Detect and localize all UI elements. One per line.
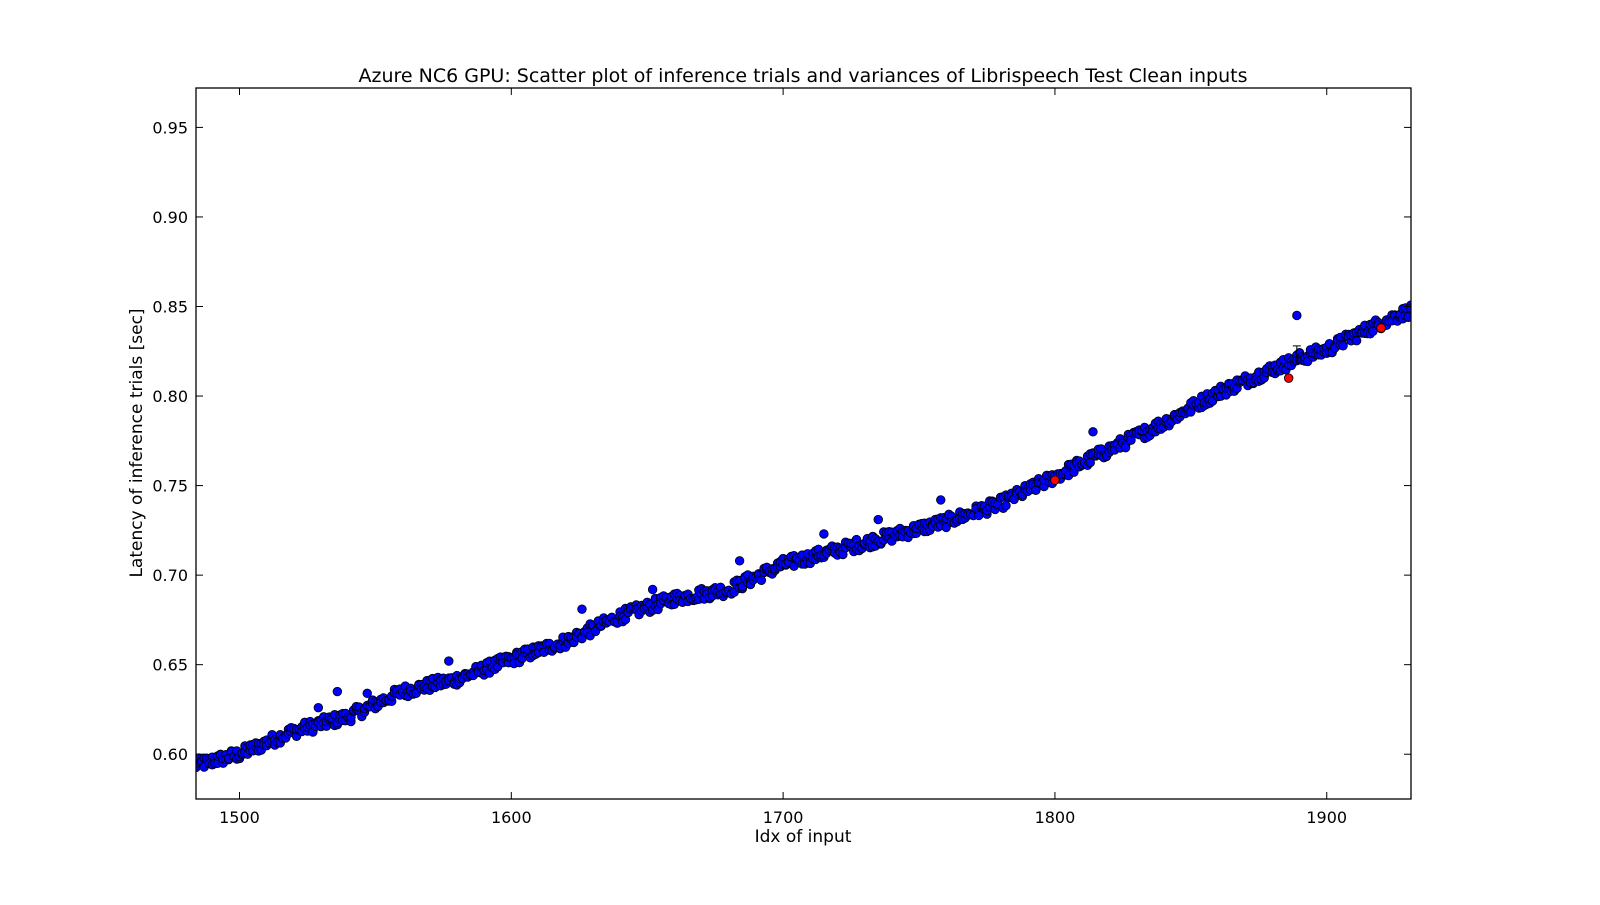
outlier-point	[1292, 310, 1302, 321]
axis-ticks: 1500 1600 1700 1800 1900 0.60 0.65 0.70 0.75 0.80…	[152, 88, 1411, 827]
data-point	[1338, 341, 1348, 351]
y-tick-label: 0.95	[152, 118, 188, 137]
data-point	[1403, 312, 1411, 322]
red-data-point	[1376, 323, 1386, 333]
outlier-point	[362, 688, 372, 699]
x-tick-label: 1800	[1035, 808, 1076, 827]
x-tick-label: 1900	[1306, 808, 1347, 827]
red-data-point	[1283, 373, 1294, 383]
outlier-point	[1088, 427, 1098, 437]
y-tick-label: 0.70	[152, 566, 188, 585]
y-tick-label: 0.90	[152, 208, 188, 227]
red-data-point	[1050, 475, 1060, 485]
x-tick-label: 1500	[219, 808, 260, 827]
outlier-point	[647, 584, 658, 595]
y-tick-label: 0.75	[152, 477, 188, 496]
outlier-point	[577, 604, 587, 614]
chart-title: Azure NC6 GPU: Scatter plot of inference…	[358, 65, 1247, 87]
outlier-point	[734, 556, 745, 566]
x-tick-label: 1700	[763, 808, 804, 827]
x-axis-title: Idx of input	[755, 827, 852, 847]
x-tick-label: 1600	[491, 808, 532, 827]
outlier-point	[873, 514, 883, 525]
y-tick-label: 0.65	[152, 656, 188, 675]
data-point	[756, 575, 767, 585]
error-bar	[1292, 345, 1301, 364]
plot-frame	[195, 87, 1412, 800]
data-point	[1120, 442, 1131, 453]
outlier-point	[444, 656, 454, 666]
outlier-point	[936, 495, 946, 505]
outlier-point	[332, 686, 343, 697]
y-tick-label: 0.85	[152, 297, 188, 316]
y-tick-label: 0.80	[152, 387, 188, 406]
data-point	[1001, 500, 1011, 511]
outlier-point	[313, 702, 324, 713]
y-tick-label: 0.60	[152, 745, 188, 764]
y-axis-title: Latency of inference trials [sec]	[127, 308, 147, 577]
data-points	[196, 300, 1411, 773]
data-point	[1351, 336, 1362, 346]
outlier-point	[819, 529, 829, 539]
